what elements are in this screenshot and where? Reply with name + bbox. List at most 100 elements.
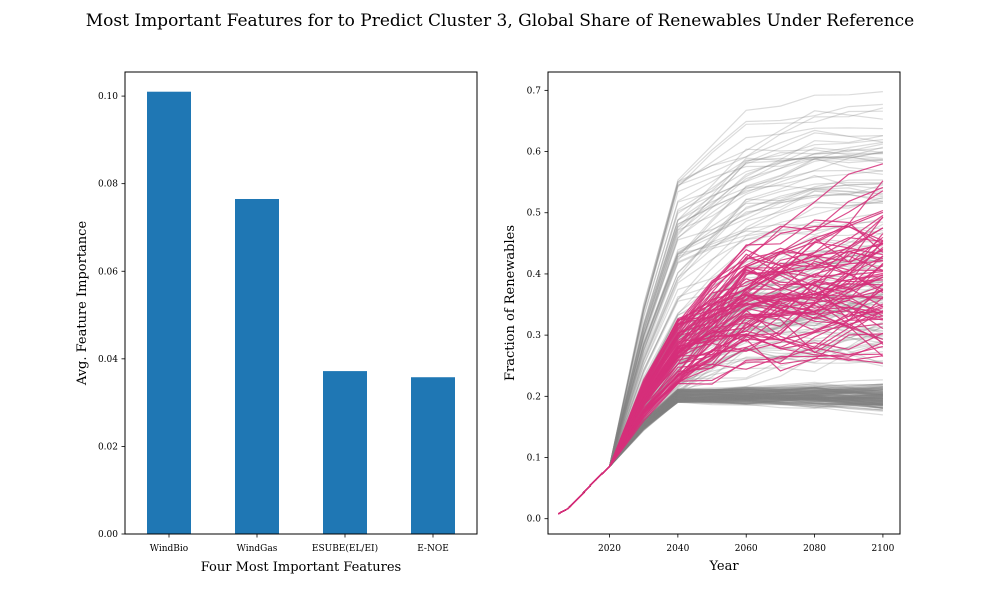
scenario-line	[558, 394, 883, 515]
scenario-line	[558, 388, 883, 515]
scenario-line	[558, 392, 883, 515]
feature-importance-chart: WindBio WindGas ESUBE(EL/EI) E-NOE 0.00 0.02 0…	[75, 71, 478, 575]
bar-esube-el-ei-	[323, 371, 367, 534]
scenario-line	[558, 394, 883, 515]
figure-title: Most Important Features for to Predict C…	[86, 11, 914, 31]
scenario-line	[558, 389, 883, 515]
scenario-line	[558, 340, 884, 515]
scenario-line	[558, 391, 883, 515]
scenario-line	[558, 396, 883, 515]
scenario-line	[558, 395, 883, 515]
scenario-line	[558, 396, 883, 515]
scenario-line	[558, 391, 883, 515]
scenario-line	[558, 399, 883, 515]
scenario-line	[558, 393, 883, 515]
scenario-line	[558, 399, 883, 515]
right-y-axis-label: Fraction of Renewables	[503, 225, 518, 381]
x-tick-label: 2080	[803, 544, 826, 554]
scenario-line	[558, 393, 883, 515]
renewables-line-chart: 2020 2040 2060 2080 2100 0.0 0.1 0.2 0.3 0.4 0.5 0.…	[503, 71, 901, 574]
scenario-line	[558, 395, 883, 515]
scenario-line	[558, 389, 883, 515]
scenario-line	[558, 397, 883, 515]
scenario-line	[558, 396, 883, 515]
x-tick-label: WindBio	[150, 544, 188, 554]
scenario-line	[558, 397, 883, 515]
scenario-line	[558, 345, 884, 515]
cluster-3-line	[558, 345, 884, 515]
scenario-line	[558, 398, 883, 515]
y-tick-label: 0.3	[527, 331, 542, 341]
scenario-line	[558, 396, 883, 515]
y-tick-label: 0.06	[98, 267, 118, 277]
scenario-line	[558, 394, 883, 515]
scenario-line	[558, 400, 883, 515]
scenario-line	[558, 394, 883, 515]
bar-windgas	[235, 198, 279, 535]
scenario-line	[558, 393, 883, 515]
scenario-line	[558, 401, 883, 515]
scenario-line	[558, 397, 883, 515]
y-tick-label: 0.02	[98, 442, 118, 452]
scenario-line	[558, 396, 883, 515]
scenario-line	[558, 398, 883, 515]
scenario-line	[558, 393, 883, 515]
scenario-line	[558, 355, 883, 515]
scenario-line	[558, 393, 883, 515]
scenario-line	[558, 391, 883, 515]
scenario-line	[558, 342, 884, 515]
y-tick-label: 0.00	[98, 530, 118, 540]
scenario-line	[558, 395, 883, 515]
scenario-line	[558, 392, 883, 515]
scenario-line	[558, 399, 883, 515]
scenario-line	[558, 393, 883, 515]
scenario-line	[558, 395, 883, 515]
scenario-line	[558, 401, 883, 515]
scenario-line	[558, 397, 883, 515]
scenario-line	[558, 395, 883, 515]
x-tick-label: ESUBE(EL/EI)	[312, 543, 378, 554]
scenario-line	[558, 394, 883, 515]
x-tick-label: 2060	[735, 544, 758, 554]
y-tick-label: 0.10	[98, 92, 118, 102]
scenario-line	[558, 393, 883, 515]
left-x-axis-label: Four Most Important Features	[201, 560, 401, 575]
scenario-line	[558, 392, 883, 515]
scenario-line	[558, 394, 883, 515]
scenario-line	[558, 396, 883, 515]
cluster-3-line	[558, 293, 884, 515]
scenario-line	[558, 395, 883, 515]
scenario-line	[558, 395, 883, 515]
scenario-line	[558, 389, 883, 515]
y-tick-label: 0.0	[527, 515, 542, 525]
scenario-line	[558, 400, 883, 515]
scenario-line	[558, 393, 883, 515]
y-tick-label: 0.6	[527, 148, 542, 158]
scenario-line	[558, 388, 883, 515]
scenario-line	[558, 397, 883, 515]
scenario-line	[558, 394, 883, 515]
scenario-line	[558, 399, 883, 515]
scenario-line	[558, 339, 884, 515]
scenario-line	[558, 392, 883, 515]
scenario-line	[558, 391, 883, 515]
scenario-line	[558, 391, 883, 515]
scenario-line	[558, 396, 884, 515]
scenario-line	[558, 391, 883, 515]
scenario-line	[558, 396, 883, 515]
scenario-line	[558, 397, 883, 515]
scenario-line	[558, 395, 883, 515]
scenario-line	[558, 400, 883, 515]
scenario-line	[558, 396, 883, 515]
scenario-line	[558, 394, 883, 515]
left-y-axis-label: Avg. Feature Importance	[75, 221, 90, 387]
scenario-line	[558, 396, 883, 515]
scenario-line	[558, 396, 883, 515]
scenario-line	[558, 396, 883, 515]
scenario-line	[558, 397, 883, 515]
bar-windbio	[147, 91, 191, 534]
scenario-line	[558, 398, 883, 515]
y-tick-label: 0.08	[98, 180, 118, 190]
scenario-line	[558, 395, 883, 515]
